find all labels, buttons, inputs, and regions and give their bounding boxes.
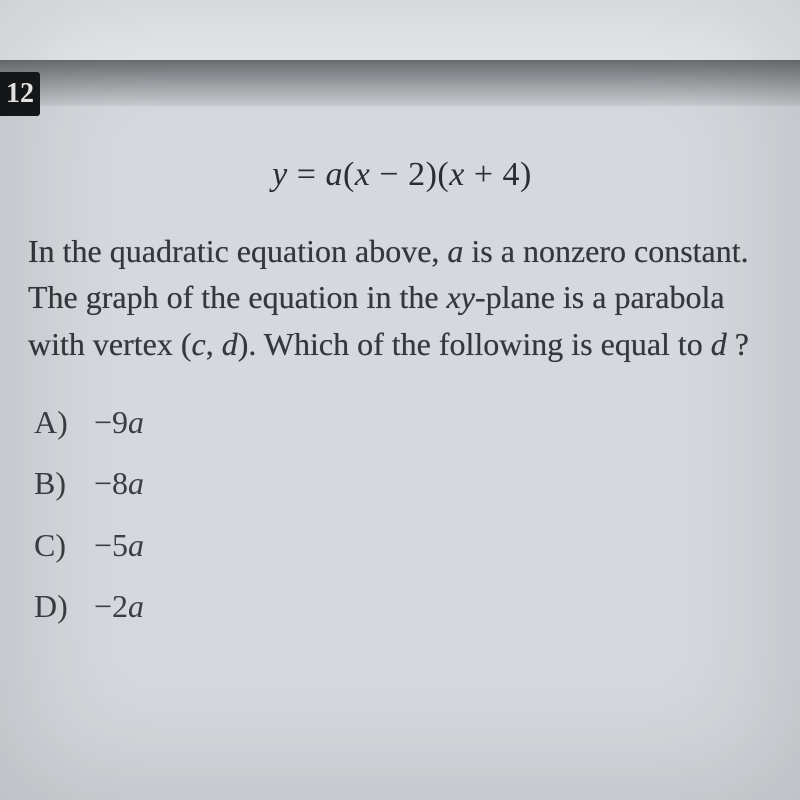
stem-cd-open: ( xyxy=(181,326,192,362)
stem-comma: , xyxy=(206,326,222,362)
choice-c: C) −5a xyxy=(34,516,776,575)
page: 12 y = a(x − 2)(x + 4) In the quadratic … xyxy=(0,0,800,800)
top-strip xyxy=(0,0,800,62)
question-number-badge: 12 xyxy=(0,72,40,116)
eq-plus: + xyxy=(465,156,503,193)
eq-minus: − xyxy=(370,156,408,193)
choice-var: a xyxy=(128,527,144,563)
divider-band xyxy=(0,60,800,106)
eq-lhs: y xyxy=(272,156,288,193)
choice-var: a xyxy=(128,404,144,440)
eq-open1: ( xyxy=(343,156,355,193)
choice-label: C) xyxy=(34,516,86,575)
choice-label: B) xyxy=(34,454,86,513)
eq-open2: ( xyxy=(437,156,449,193)
choice-coef: −2 xyxy=(94,588,128,624)
question-number: 12 xyxy=(6,78,34,110)
choice-label: D) xyxy=(34,577,86,636)
question-content: y = a(x − 2)(x + 4) In the quadratic equ… xyxy=(0,120,800,638)
choice-var: a xyxy=(128,588,144,624)
stem-qm: ? xyxy=(727,326,749,362)
choice-coef: −8 xyxy=(94,465,128,501)
choice-coef: −5 xyxy=(94,527,128,563)
stem-a: a xyxy=(447,233,463,269)
choice-b: B) −8a xyxy=(34,454,776,513)
choice-d: D) −2a xyxy=(34,577,776,636)
stem-p1: In the quadratic equation above, xyxy=(28,233,447,269)
eq-x2: x xyxy=(449,156,465,193)
stem-p4: Which of the following is equal to xyxy=(256,326,710,362)
stem-xy: xy xyxy=(447,279,475,315)
equation: y = a(x − 2)(x + 4) xyxy=(28,156,776,194)
choice-a: A) −9a xyxy=(34,393,776,452)
choice-label: A) xyxy=(34,393,86,452)
stem-d: d xyxy=(222,326,238,362)
stem-cd-close: ). xyxy=(238,326,257,362)
stem-c: c xyxy=(192,326,206,362)
question-stem: In the quadratic equation above, a is a … xyxy=(28,228,776,367)
eq-two: 2 xyxy=(408,156,426,193)
eq-close1: ) xyxy=(426,156,438,193)
stem-d2: d xyxy=(711,326,727,362)
choice-var: a xyxy=(128,465,144,501)
eq-equals: = xyxy=(297,156,317,193)
eq-close2: ) xyxy=(520,156,532,193)
choice-coef: −9 xyxy=(94,404,128,440)
answer-choices: A) −9a B) −8a C) −5a D) −2a xyxy=(28,393,776,636)
eq-four: 4 xyxy=(503,156,521,193)
eq-x1: x xyxy=(355,156,371,193)
eq-a: a xyxy=(325,156,343,193)
